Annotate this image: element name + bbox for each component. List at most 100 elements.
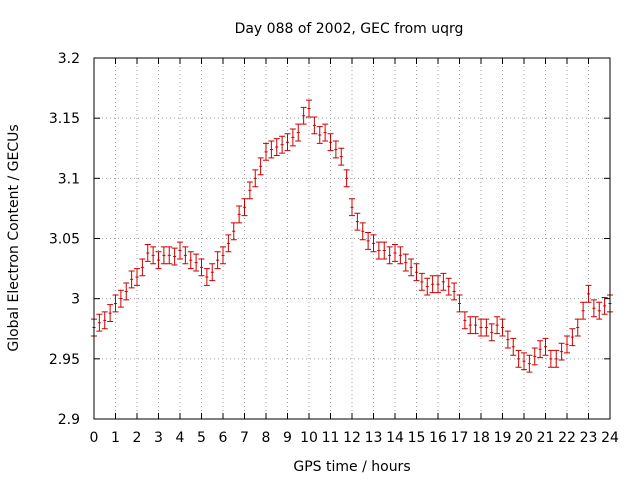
y-tick-labels: 2.9 2.95 3 3.05 3.1 3.15 3.2 [49,51,80,428]
data-point [386,246,393,265]
x-tick-label: 1 [111,430,120,446]
data-point [246,181,253,200]
data-point [478,318,484,337]
data-point [171,247,178,266]
x-tick-label: 4 [176,430,185,446]
data-point [365,231,372,250]
x-tick-label: 15 [408,430,426,446]
data-point [316,126,323,144]
data-point [117,289,124,308]
data-point [574,318,581,337]
data-point [306,99,312,118]
data-point [370,234,377,253]
x-axis-label: GPS time / hours [293,459,410,475]
data-point [236,205,243,224]
data-point [349,198,355,217]
y-tick-label: 2.9 [58,412,80,428]
data-point [483,318,490,337]
data-point [510,337,517,356]
data-point [220,246,226,265]
y-tick-label: 3 [71,292,80,308]
data-point [585,284,592,303]
x-tick-label: 24 [601,430,619,446]
data-point [461,311,468,330]
data-point [537,340,544,359]
data-point [338,147,345,166]
data-point [418,272,425,291]
data-point [268,140,275,159]
data-point [569,328,576,347]
data-point [214,251,221,270]
data-point [354,212,361,231]
data-point [526,354,533,373]
data-point [596,301,603,320]
data-point [263,142,269,161]
data-point [177,241,183,260]
data-point [375,241,382,260]
data-point [322,123,329,142]
data-point [230,222,237,241]
data-point [408,258,415,277]
data-point [580,301,587,320]
data-point [413,263,420,282]
data-point [134,268,140,286]
data-point [198,258,205,277]
data-point [225,234,232,253]
data-point [343,169,350,188]
data-point [123,282,130,301]
data-point [359,222,366,241]
data-point [456,294,463,313]
data-point [279,135,286,154]
data-point [381,241,388,260]
y-tick-label: 3.05 [49,232,80,248]
data-point [564,335,570,354]
x-tick-label: 9 [283,430,292,446]
x-tick-label: 20 [515,430,533,446]
data-point [488,323,495,342]
y-tick-label: 2.95 [49,352,80,368]
data-point [160,246,167,265]
data-point [327,133,334,152]
x-tick-label: 5 [197,430,206,446]
data-point [467,316,474,335]
data-point [311,116,318,135]
x-tick-label: 3 [154,430,163,446]
data-point [542,337,549,356]
x-tick-label: 11 [322,430,340,446]
data-point [429,275,436,294]
data-point [112,294,119,313]
data-point [590,299,597,318]
data-point [139,258,146,277]
data-point [101,311,108,330]
y-tick-label: 3.1 [58,171,80,187]
data-point [435,275,441,294]
data-point [558,342,565,361]
data-point [499,318,506,337]
data-point [531,347,538,366]
data-point [504,330,511,349]
data-point [166,246,173,265]
data-point [96,313,103,332]
data-point [187,251,194,270]
plot-frame [93,57,611,420]
y-axis-label: Global Electron Content / GECUs [6,124,22,351]
data-point [553,349,560,368]
data-point [241,198,248,217]
data-point [107,304,114,323]
data-point [424,277,431,296]
data-point [332,140,339,159]
x-tick-label: 21 [537,430,555,446]
y-tick-label: 3.2 [58,51,80,67]
data-point [144,244,151,262]
x-tick-label: 23 [580,430,598,446]
x-tick-label: 19 [494,430,512,446]
x-tick-label: 18 [472,430,490,446]
x-tick-label: 10 [300,430,318,446]
data-point [257,157,264,176]
data-point [182,246,189,265]
data-point [397,246,404,265]
data-point [472,316,479,335]
x-tick-label: 22 [558,430,576,446]
data-point [155,251,162,270]
